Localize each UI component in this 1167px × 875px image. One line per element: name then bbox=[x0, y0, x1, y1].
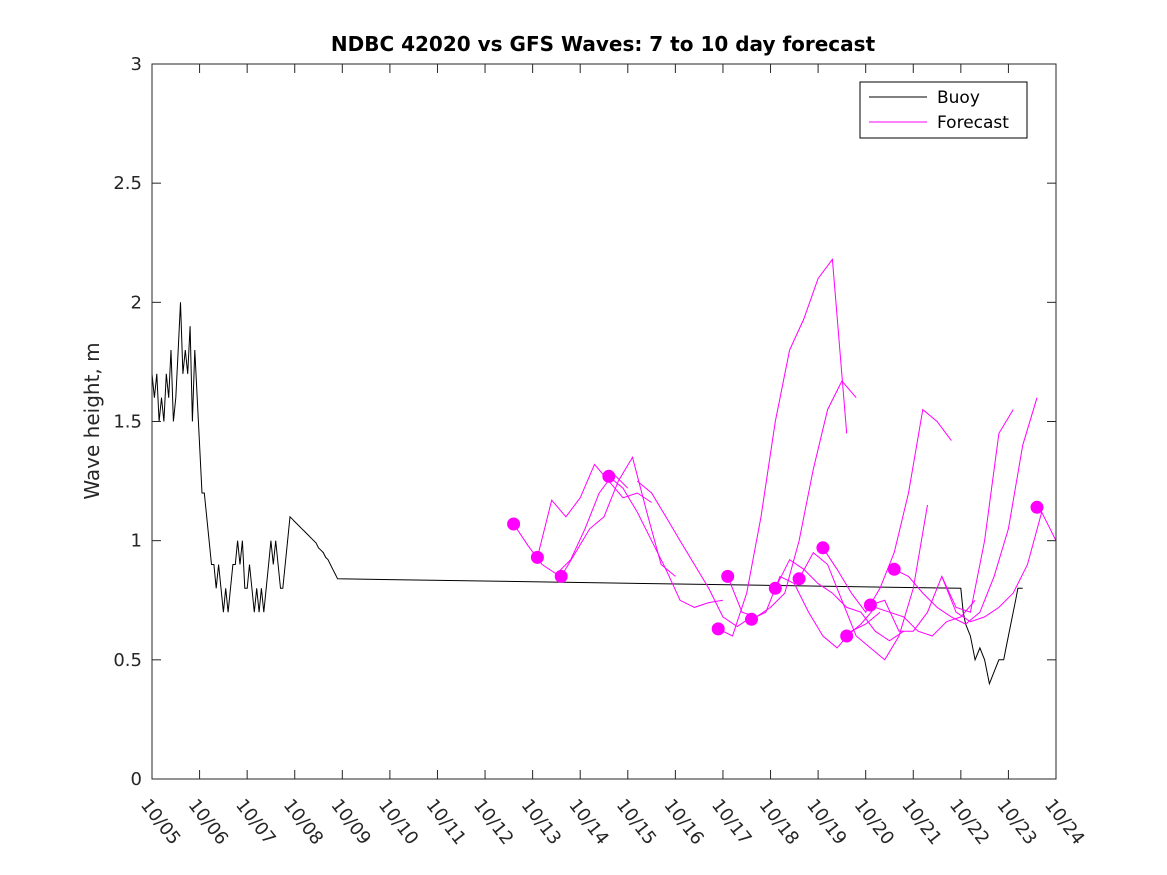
forecast-series-line-11 bbox=[822, 408, 952, 614]
y-tick-label: 2.5 bbox=[113, 173, 142, 194]
forecast-point-14 bbox=[1030, 500, 1044, 514]
forecast-series-line-3 bbox=[560, 456, 676, 577]
forecast-point-4 bbox=[602, 469, 616, 483]
plot-background bbox=[152, 64, 1056, 779]
forecast-point-7 bbox=[745, 612, 758, 626]
forecast-point-2 bbox=[530, 550, 544, 564]
forecast-point-6 bbox=[721, 569, 735, 583]
legend-box bbox=[859, 81, 1028, 139]
forecast-series-line-6 bbox=[717, 258, 848, 637]
y-tick-label: 0.5 bbox=[113, 650, 142, 671]
forecast-point-8 bbox=[768, 581, 782, 595]
plot-area bbox=[152, 64, 1056, 779]
forecast-point-1 bbox=[507, 517, 521, 531]
series-layer bbox=[151, 258, 1057, 686]
chart-title: NDBC 42020 vs GFS Waves: 7 to 10 day for… bbox=[331, 32, 876, 56]
forecast-series-line-15 bbox=[941, 510, 1057, 623]
buoy-series-line bbox=[151, 302, 1023, 686]
forecast-series-line-9 bbox=[774, 558, 904, 642]
forecast-point-11 bbox=[840, 629, 854, 643]
forecast-series-line-10 bbox=[798, 504, 928, 661]
forecast-point-9 bbox=[792, 572, 806, 586]
legend-forecast-label: Forecast bbox=[937, 113, 1009, 133]
y-tick-label: 2 bbox=[131, 292, 142, 313]
y-tick-label: 3 bbox=[131, 54, 142, 75]
forecast-series-line-14 bbox=[893, 397, 1038, 625]
forecast-series-line-12 bbox=[846, 599, 976, 637]
y-tick-label: 0 bbox=[131, 769, 142, 790]
legend-buoy-label: Buoy bbox=[937, 88, 980, 108]
forecast-point-13 bbox=[887, 562, 901, 576]
forecast-point-5 bbox=[711, 622, 725, 636]
forecast-series-line-4 bbox=[608, 475, 723, 608]
y-tick-label: 1.5 bbox=[113, 412, 142, 433]
legend: Buoy Forecast bbox=[859, 81, 1028, 139]
forecast-series-line-5 bbox=[636, 480, 752, 628]
y-tick-label: 1 bbox=[131, 531, 142, 552]
forecast-point-10 bbox=[816, 541, 830, 555]
forecast-point-12 bbox=[863, 598, 877, 612]
y-axis-label: Wave height, m bbox=[80, 342, 104, 499]
forecast-point-3 bbox=[554, 569, 568, 583]
forecast-series-line-2 bbox=[536, 463, 652, 558]
